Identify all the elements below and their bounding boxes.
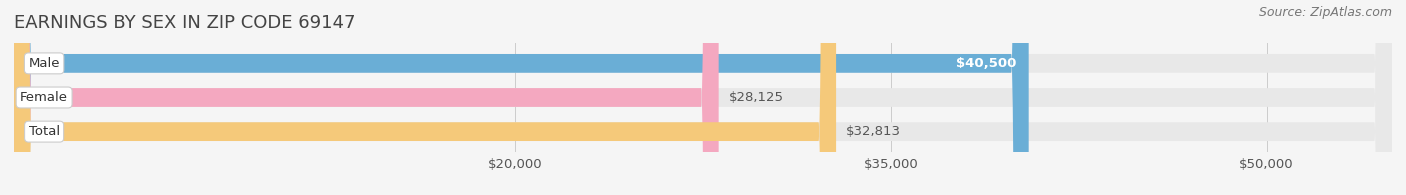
Text: Male: Male: [28, 57, 60, 70]
FancyBboxPatch shape: [14, 0, 1392, 195]
FancyBboxPatch shape: [14, 0, 837, 195]
FancyBboxPatch shape: [14, 0, 1392, 195]
Text: EARNINGS BY SEX IN ZIP CODE 69147: EARNINGS BY SEX IN ZIP CODE 69147: [14, 14, 356, 32]
Text: $28,125: $28,125: [728, 91, 783, 104]
Text: $40,500: $40,500: [956, 57, 1017, 70]
FancyBboxPatch shape: [14, 0, 718, 195]
Text: $32,813: $32,813: [846, 125, 901, 138]
Text: Female: Female: [20, 91, 67, 104]
FancyBboxPatch shape: [14, 0, 1029, 195]
Text: Source: ZipAtlas.com: Source: ZipAtlas.com: [1258, 6, 1392, 19]
FancyBboxPatch shape: [14, 0, 1392, 195]
Text: Total: Total: [28, 125, 59, 138]
